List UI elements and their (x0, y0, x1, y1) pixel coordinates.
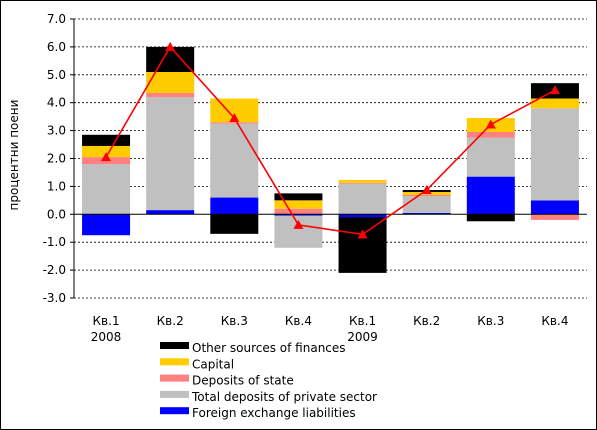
bar-segment (274, 200, 323, 209)
x-tick-label: Кв.2 (157, 314, 184, 328)
y-tick-label: 7.0 (47, 12, 66, 26)
bar-segment (82, 134, 131, 146)
bar-segment (466, 214, 515, 222)
bar-segment (210, 123, 259, 198)
bar-segment (466, 137, 515, 177)
bar-segment (466, 131, 515, 138)
bar-segment (146, 210, 195, 215)
legend-label: Foreign exchange liabilities (192, 406, 356, 420)
bar-segment (530, 214, 579, 220)
bar-segment (338, 182, 387, 184)
legend-label: Total deposits of private sector (191, 390, 377, 404)
bar-segment (146, 92, 195, 98)
bar-segment (274, 208, 323, 215)
line-marker (421, 185, 432, 195)
bar-segment (274, 214, 323, 216)
x-tick-label: Кв.4 (285, 314, 312, 328)
x-tick-label: Кв.3 (477, 314, 504, 328)
axes: процентни поени 7.0 6.0 5.0 4.0 3.0 2.0 1.0 0.0… (7, 12, 587, 344)
bar-segment (338, 183, 387, 215)
bar-segment (146, 72, 195, 93)
legend-label: Deposits of state (192, 374, 294, 388)
bar-segment (210, 197, 259, 215)
bar-segment (402, 212, 451, 215)
line-marker (293, 219, 304, 229)
legend-swatch (160, 407, 189, 415)
x-tick-year-label: 2008 (91, 330, 122, 344)
bar-segment (530, 98, 579, 109)
x-tick-label: Кв.3 (221, 314, 248, 328)
bar-segment (82, 214, 131, 236)
bars (82, 46, 579, 273)
y-tick-label: 0.0 (47, 207, 66, 221)
bar-segment (530, 200, 579, 215)
y-tick-label: -1.0 (43, 235, 66, 249)
y-tick-label: 4.0 (47, 96, 66, 110)
bar-segment (210, 122, 259, 124)
x-tick-label: Кв.1 (349, 314, 376, 328)
line-marker (549, 85, 560, 95)
line-marker (165, 41, 176, 51)
bar-segment (146, 97, 195, 211)
bar-segment (338, 217, 387, 273)
legend-swatch (160, 390, 189, 398)
y-tick-label: -2.0 (43, 263, 66, 277)
y-tick-label: 1.0 (47, 179, 66, 193)
legend-swatch (160, 374, 189, 382)
bar-segment (402, 194, 451, 197)
y-tick-label: 5.0 (47, 68, 66, 82)
line-marker (229, 113, 240, 123)
x-tick-label: Кв.2 (413, 314, 440, 328)
total-line-path (105, 45, 556, 236)
bar-segment (210, 214, 259, 234)
total-line (101, 41, 560, 239)
legend-swatch (160, 342, 189, 349)
line-marker (357, 229, 368, 239)
legend: Other sources of finances Capital Deposits… (160, 341, 377, 420)
bar-segment (82, 145, 131, 158)
x-tick-year-label: 2009 (347, 330, 378, 344)
y-tick-label: 3.0 (47, 124, 66, 138)
bar-segment (146, 46, 195, 73)
bar-segment (338, 179, 387, 183)
bar-segment (530, 108, 579, 201)
y-tick-label: 2.0 (47, 152, 66, 166)
x-tick-label: Кв.1 (93, 314, 120, 328)
x-tick-label: Кв.4 (541, 314, 568, 328)
y-tick-label: -3.0 (43, 291, 66, 305)
y-axis-label: процентни поени (7, 100, 21, 211)
legend-swatch (160, 358, 189, 366)
legend-label: Other sources of finances (192, 341, 346, 355)
line-marker (101, 152, 112, 162)
line-marker (485, 119, 496, 129)
bar-segment (82, 164, 131, 215)
y-tick-label: 6.0 (47, 40, 66, 54)
bar-segment (402, 196, 451, 213)
legend-label: Capital (192, 357, 234, 371)
bar-segment (274, 193, 323, 201)
bar-segment (466, 176, 515, 215)
bar-segment (338, 214, 387, 218)
